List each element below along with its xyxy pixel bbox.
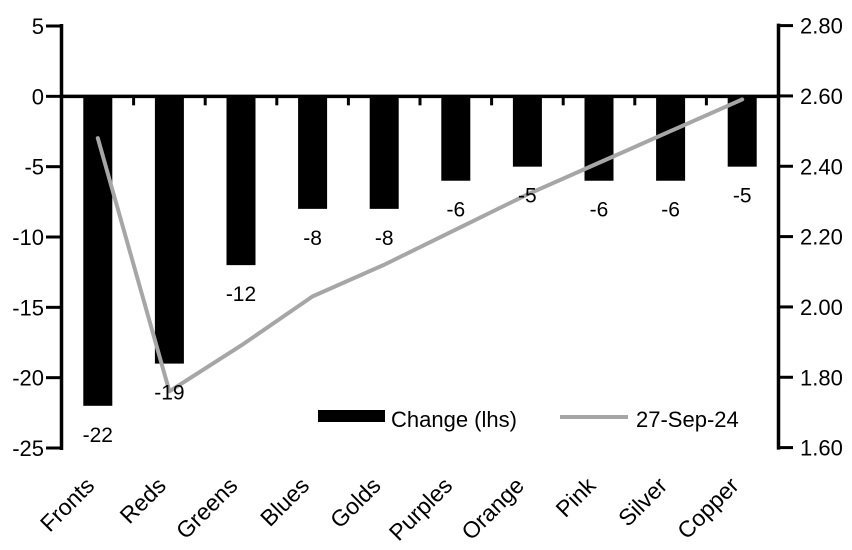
bar-data-label: -8 bbox=[303, 227, 322, 250]
left-axis-tick-label: -25 bbox=[12, 436, 44, 461]
right-axis-tick-label: 2.40 bbox=[800, 154, 843, 179]
left-axis-tick-label: -5 bbox=[24, 155, 44, 180]
category-label: Orange bbox=[456, 472, 529, 545]
bar-data-label: -5 bbox=[733, 185, 752, 208]
bar-data-label: -12 bbox=[226, 283, 256, 306]
legend bbox=[318, 410, 628, 422]
right-axis-tick-label: 2.00 bbox=[800, 295, 843, 320]
category-label: Silver bbox=[613, 472, 672, 531]
category-label: Purples bbox=[384, 472, 458, 546]
bar-data-label: -19 bbox=[154, 382, 184, 405]
bar-data-label: -6 bbox=[590, 199, 609, 222]
bar-fronts bbox=[83, 96, 113, 406]
bar-data-label: -6 bbox=[661, 199, 680, 222]
bar-silver bbox=[656, 96, 686, 181]
legend-bar-swatch bbox=[318, 410, 385, 422]
category-label: Golds bbox=[325, 472, 386, 533]
left-axis-tick-label: 5 bbox=[32, 14, 44, 39]
category-label: Blues bbox=[255, 472, 314, 531]
category-label: Copper bbox=[672, 472, 744, 544]
left-axis-tick-label: -10 bbox=[12, 225, 44, 250]
legend-label-bars: Change (lhs) bbox=[391, 407, 517, 432]
bar-purples bbox=[441, 96, 471, 181]
bar-golds bbox=[369, 96, 399, 209]
line-series bbox=[95, 97, 745, 394]
bar-copper bbox=[727, 96, 757, 167]
legend-label-line: 27-Sep-24 bbox=[636, 407, 739, 432]
category-label: Reds bbox=[115, 472, 171, 528]
right-axis-tick-label: 1.80 bbox=[800, 365, 843, 390]
category-label: Pink bbox=[551, 472, 601, 522]
left-axis-tick-label: 0 bbox=[32, 84, 44, 109]
category-label: Fronts bbox=[35, 472, 99, 536]
bar-greens bbox=[226, 96, 256, 266]
bar-data-label: -5 bbox=[518, 185, 537, 208]
bar-data-label: -22 bbox=[83, 424, 113, 447]
left-axis-tick-label: -15 bbox=[12, 295, 44, 320]
right-axis-tick-label: 1.60 bbox=[800, 436, 843, 461]
bar-reds bbox=[154, 96, 184, 364]
bar-orange bbox=[512, 96, 542, 167]
bar-data-label: -8 bbox=[375, 227, 394, 250]
right-axis-tick-label: 2.80 bbox=[800, 14, 843, 39]
left-axis-tick-label: -20 bbox=[12, 366, 44, 391]
right-axis-tick-label: 2.60 bbox=[800, 84, 843, 109]
right-axis-tick-label: 2.20 bbox=[800, 225, 843, 250]
category-label: Greens bbox=[171, 472, 243, 544]
bar-blues bbox=[298, 96, 328, 209]
bar-data-label: -6 bbox=[446, 199, 465, 222]
